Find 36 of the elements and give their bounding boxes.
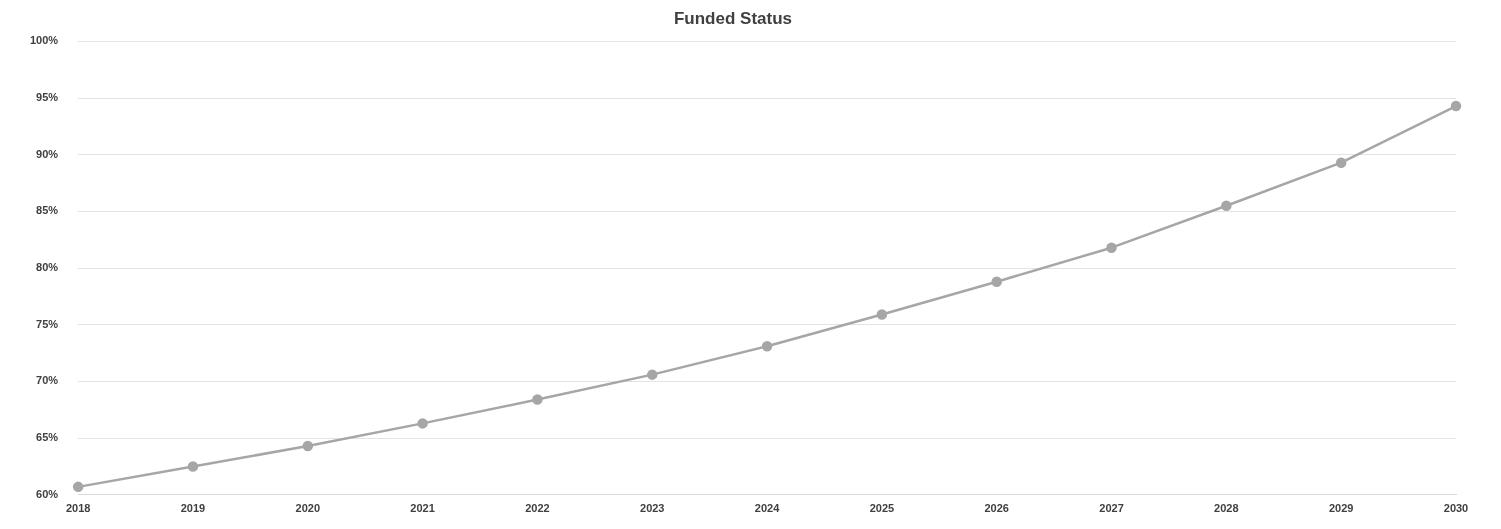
x-tick-label: 2020 <box>295 502 321 515</box>
point <box>761 341 773 352</box>
y-tick-label: 65% <box>36 431 59 444</box>
y-tick-label: 100% <box>29 34 59 47</box>
x-tick-label: 2022 <box>525 502 550 515</box>
x-tick-label: 2025 <box>869 502 895 515</box>
point <box>1335 157 1347 168</box>
x-tick-label: 2027 <box>1099 502 1124 515</box>
x-tick-label: 2018 <box>65 502 91 515</box>
x-tick-label: 2023 <box>640 502 665 515</box>
x-tick-label: 2026 <box>984 502 1009 515</box>
y-tick-label: 60% <box>36 487 59 500</box>
point <box>991 276 1002 287</box>
y-tick-label: 75% <box>36 317 59 330</box>
point <box>302 440 314 452</box>
x-tick-label: 2029 <box>1328 502 1354 515</box>
point <box>532 394 543 405</box>
y-tick-label: 70% <box>36 374 59 387</box>
point <box>876 309 888 320</box>
y-tick-label: 80% <box>36 261 59 274</box>
y-tick-label: 90% <box>36 147 59 160</box>
x-tick-label: 2028 <box>1214 502 1239 515</box>
x-tick-label: 2030 <box>1443 502 1469 515</box>
y-tick-label: 95% <box>36 91 59 104</box>
point <box>187 461 199 472</box>
y-tick-label: 85% <box>36 204 59 217</box>
point <box>72 481 84 493</box>
x-tick-label: 2019 <box>180 502 206 515</box>
point <box>647 369 658 380</box>
point <box>1450 100 1462 112</box>
chart-title: Funded Status <box>673 8 793 28</box>
x-tick-label: 2024 <box>754 502 781 515</box>
x-tick-label: 2021 <box>410 502 435 515</box>
point <box>1106 242 1117 253</box>
point <box>417 418 428 429</box>
point <box>1221 200 1232 212</box>
